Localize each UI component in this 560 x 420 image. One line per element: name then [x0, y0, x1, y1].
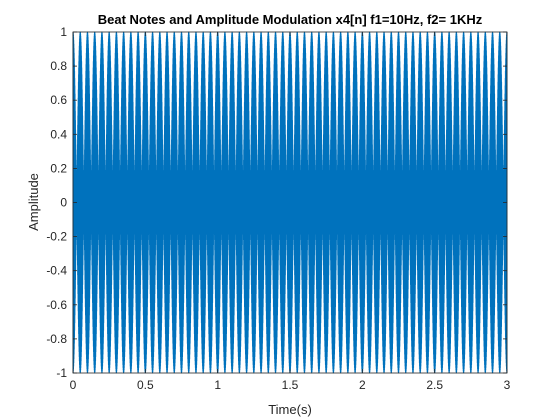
x-axis-label: Time(s) — [268, 402, 312, 417]
y-tick-label: -1 — [56, 366, 67, 380]
y-tick-label: 0.2 — [50, 161, 67, 175]
x-tick-label: 3 — [504, 378, 511, 392]
y-tick-label: 0.6 — [50, 93, 67, 107]
y-tick-label: -0.4 — [46, 264, 67, 278]
chart-title: Beat Notes and Amplitude Modulation x4[n… — [98, 12, 483, 27]
x-tick-label: 2 — [359, 378, 366, 392]
series-layer — [73, 32, 507, 373]
x-tick-label: 2.5 — [426, 378, 443, 392]
x-tick-label: 0 — [70, 378, 77, 392]
y-tick-label: -0.8 — [46, 332, 67, 346]
x-tick-label: 1 — [214, 378, 221, 392]
y-tick-label: -0.2 — [46, 230, 67, 244]
y-tick-label: 0.4 — [50, 127, 67, 141]
series-line — [73, 32, 507, 373]
y-tick-label: 0.8 — [50, 59, 67, 73]
y-tick-label: -0.6 — [46, 298, 67, 312]
y-tick-label: 0 — [60, 196, 67, 210]
y-axis-label: Amplitude — [26, 173, 41, 231]
x-tick-label: 1.5 — [282, 378, 299, 392]
y-tick-label: 1 — [60, 25, 67, 39]
x-tick-label: 0.5 — [137, 378, 154, 392]
